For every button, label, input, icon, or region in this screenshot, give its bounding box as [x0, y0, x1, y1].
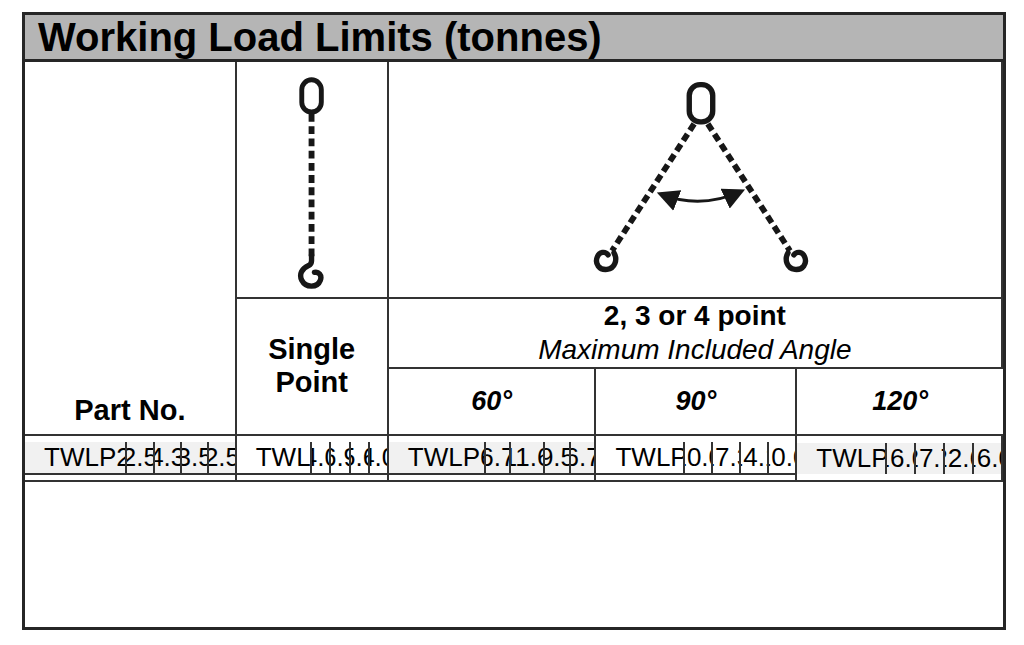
two-leg-sling-drawing: [389, 71, 1001, 289]
single-leg-sling-drawing: [237, 71, 387, 289]
chain-leg-left-icon: [612, 123, 694, 250]
column-header-multi-point: 2, 3 or 4 point Maximum Included Angle: [389, 299, 1003, 368]
part-no-label: Part No.: [74, 394, 185, 427]
two-leg-chain-sling-icon: [389, 62, 1003, 299]
table-row: TWLP670 6.7 11.6 9.5 6.7: [389, 436, 597, 483]
wll-90deg-cell: 3.5: [182, 442, 209, 475]
chain-leg-right-icon: [708, 123, 790, 250]
wll-120deg-cell: 16.0: [974, 443, 1001, 474]
part-no-cell: TWLP670: [389, 442, 486, 475]
wll-120deg-cell: 2.5: [209, 442, 234, 475]
table-row: TWLP400 4.0 6.9 5.6 4.0: [237, 436, 389, 483]
wll-60deg-cell: 11.6: [511, 442, 545, 475]
single-point-label: Single Point: [261, 333, 363, 400]
included-angle-arc-arrow-icon: [661, 191, 741, 201]
wll-120deg-cell: 6.7: [571, 442, 595, 475]
wll-60deg-cell: 27.7: [916, 443, 945, 474]
single-leg-chain-sling-icon: [237, 62, 389, 299]
sling-hook-icon: [300, 254, 320, 285]
table-row: TWLP1000 10.0 17.3 14.1 10.0: [596, 436, 797, 483]
table-grid: Part No.: [25, 62, 1003, 645]
wll-90deg-cell: 5.6: [351, 442, 370, 475]
load-limits-table: Working Load Limits (tonnes) Part No.: [22, 12, 1006, 630]
wll-60deg-cell: 6.9: [331, 442, 350, 475]
part-no-cell: TWLP1000: [596, 442, 684, 475]
part-no-cell: TWLP400: [237, 442, 313, 475]
column-header-single-point: Single Point: [237, 299, 389, 435]
sling-hook-left-icon: [596, 252, 615, 269]
wll-120deg-cell: 10.0: [769, 442, 795, 475]
master-link-icon: [301, 79, 321, 111]
title-bar: Working Load Limits (tonnes): [25, 15, 1003, 62]
column-header-90deg: 90°: [596, 369, 797, 436]
wll-120deg-cell: 4.0: [370, 442, 387, 475]
part-no-cell: TWLP1600: [797, 443, 887, 474]
working-load-limits-sheet: Working Load Limits (tonnes) Part No.: [0, 0, 1024, 645]
page-title: Working Load Limits (tonnes): [38, 17, 602, 57]
single-point-cell: 2.5: [127, 442, 154, 475]
column-header-120deg: 120°: [797, 369, 1003, 436]
multi-point-label: 2, 3 or 4 point: [604, 299, 786, 333]
table-row: TWLP250 2.5 4.3 3.5 2.5: [25, 436, 237, 483]
wll-60deg-cell: 4.3: [155, 442, 182, 475]
column-header-60deg: 60°: [389, 369, 597, 436]
max-included-angle-label: Maximum Included Angle: [538, 333, 851, 367]
wll-90deg-cell: 9.5: [545, 442, 571, 475]
single-point-cell: 10.0: [685, 442, 713, 475]
single-point-cell: 4.0: [312, 442, 331, 475]
single-point-cell: 6.7: [486, 442, 512, 475]
sling-hook-right-icon: [786, 252, 805, 269]
master-link-icon: [689, 84, 712, 121]
single-point-cell: 16.0: [887, 443, 916, 474]
table-row: TWLP1600 16.0 27.7 22.6 16.0: [797, 436, 1003, 483]
wll-90deg-cell: 14.1: [741, 442, 769, 475]
wll-60deg-cell: 17.3: [713, 442, 741, 475]
part-no-cell: TWLP250: [25, 442, 127, 475]
wll-90deg-cell: 22.6: [945, 443, 974, 474]
column-header-part-no: Part No.: [25, 62, 237, 436]
